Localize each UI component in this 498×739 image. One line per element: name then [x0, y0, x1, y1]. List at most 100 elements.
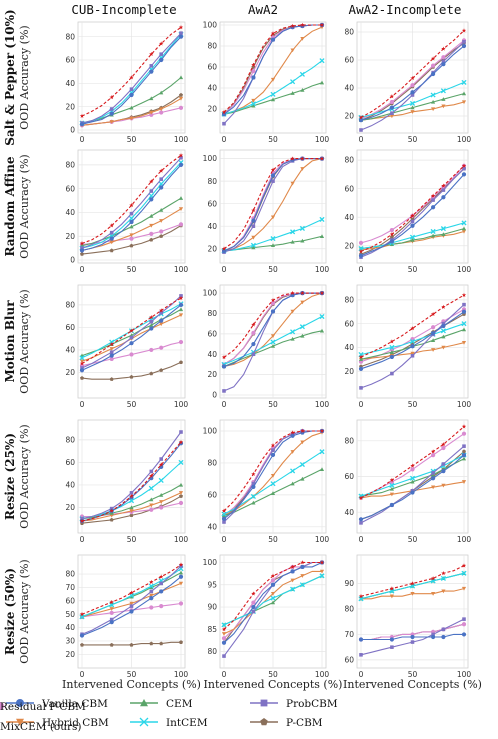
data-point [390, 111, 394, 115]
panel-resize-50-awa2-incomplete: 60 70 80 90 0 50 100 [344, 554, 472, 679]
y-tick-label: 20 [65, 503, 75, 512]
data-point [290, 578, 295, 583]
x-axis-label: Intervened Concepts (%) [204, 678, 343, 691]
series-line [81, 564, 182, 615]
data-point [441, 195, 446, 200]
data-point [430, 92, 436, 98]
y-tick-label: 50 [65, 610, 75, 619]
data-point [410, 490, 415, 495]
data-point [251, 604, 256, 610]
data-point [149, 497, 154, 502]
data-point [129, 374, 134, 379]
data-point [461, 309, 467, 314]
x-tick-label: 0 [359, 535, 364, 544]
y-tick-label: 20 [207, 244, 217, 253]
data-point [158, 477, 164, 484]
data-point [461, 424, 467, 429]
y-tick-label: 40 [65, 79, 75, 88]
data-point [149, 473, 154, 478]
data-point [178, 581, 184, 586]
y-tick-label: 40 [207, 522, 217, 531]
data-point [149, 371, 154, 376]
data-point [410, 351, 415, 356]
data-point [440, 226, 446, 232]
data-point [431, 107, 436, 112]
data-point [389, 94, 395, 99]
data-point [129, 243, 134, 248]
data-point [389, 482, 395, 488]
data-point [159, 308, 164, 313]
data-point [389, 354, 394, 360]
y-tick-label: 100 [203, 558, 218, 567]
y-tick-label: 80 [344, 605, 354, 614]
series-intcem [221, 573, 325, 628]
data-point [129, 505, 134, 510]
data-point [159, 168, 164, 173]
data-point [389, 637, 394, 642]
data-point [221, 627, 227, 632]
data-point [300, 564, 305, 570]
data-point [159, 322, 164, 327]
y-tick-label: 80 [65, 300, 75, 309]
data-point [149, 596, 154, 601]
legend-item-p-cbm: P-CBM [250, 717, 323, 729]
data-point [109, 120, 114, 124]
series-mixcem-ours [358, 424, 467, 500]
legend-label: Hybrid CBM [42, 717, 109, 729]
legend-item-cem: CEM [130, 698, 193, 710]
data-point [79, 614, 85, 620]
data-point [358, 118, 364, 123]
series-mixcem-ours [221, 560, 325, 632]
data-point [251, 341, 256, 347]
data-point [441, 334, 446, 339]
data-point [80, 376, 84, 380]
data-point [129, 590, 134, 595]
data-point [149, 641, 154, 646]
data-point [129, 513, 134, 518]
y-tick-label: 100 [203, 427, 218, 436]
data-point [222, 520, 226, 524]
data-point [149, 179, 154, 184]
data-point [431, 325, 436, 330]
data-point [179, 430, 183, 434]
y-tick-label: 20 [65, 650, 75, 659]
data-point [410, 479, 415, 484]
y-axis-label: OOD Accuracy (%) [18, 154, 31, 258]
data-point [149, 314, 154, 320]
x-tick-label: 100 [457, 670, 472, 679]
series-line [81, 26, 182, 117]
x-tick-label: 100 [457, 265, 472, 274]
data-point [410, 640, 415, 644]
y-tick-label: 60 [344, 184, 354, 193]
data-point [179, 494, 183, 498]
legend-item-intcem: IntCEM [130, 717, 208, 729]
series-mixcem-ours [358, 28, 467, 120]
data-point [358, 354, 364, 359]
data-point [109, 620, 114, 625]
data-point [149, 189, 154, 193]
data-point [129, 233, 134, 238]
data-point [389, 235, 394, 239]
y-tick-label: 100 [203, 21, 218, 30]
data-point [410, 75, 415, 81]
data-point [129, 116, 134, 121]
data-point [128, 498, 135, 504]
y-tick-label: 0 [70, 126, 75, 135]
data-point [159, 177, 163, 181]
data-point [461, 220, 467, 226]
y-tick-label: 80 [207, 647, 217, 656]
data-point [461, 341, 467, 345]
data-point [79, 241, 85, 246]
data-point [441, 183, 446, 188]
data-point [149, 605, 154, 610]
data-point [221, 364, 227, 369]
data-point [462, 617, 466, 621]
data-point [109, 107, 114, 111]
data-point [221, 508, 227, 513]
x-tick-label: 0 [359, 670, 364, 679]
x-tick-label: 50 [408, 135, 418, 144]
series-mixcem-ours [221, 156, 325, 251]
data-point [129, 236, 134, 241]
series-p-cbm [80, 640, 183, 647]
x-tick-label: 50 [268, 535, 278, 544]
